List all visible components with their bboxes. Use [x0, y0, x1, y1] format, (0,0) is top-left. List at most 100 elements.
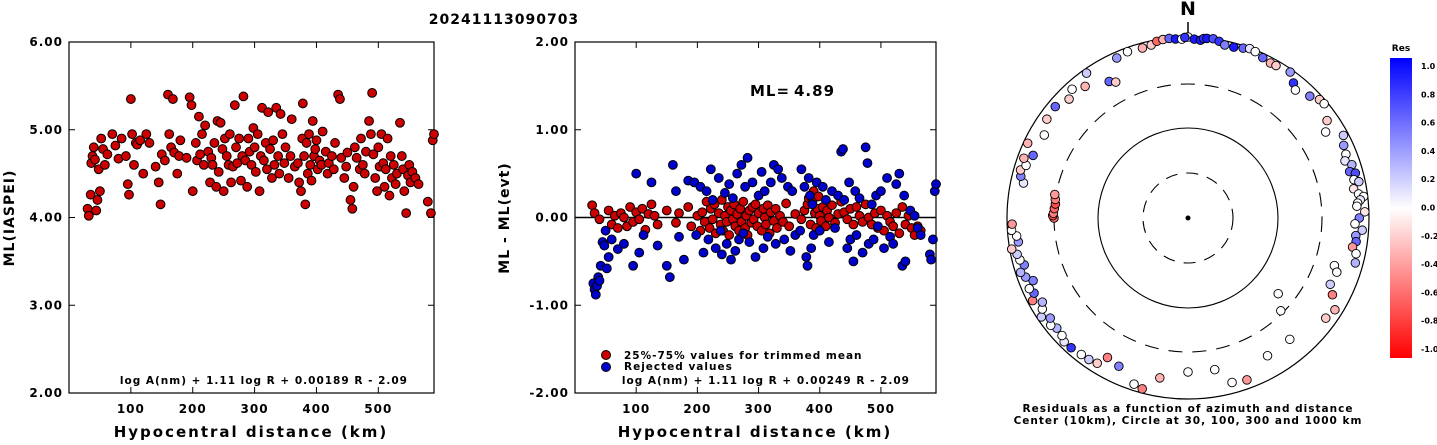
colorbar-tick-label: -0.2 — [1421, 232, 1437, 241]
azimuth-residual-plot: N Residuals as a function of azimuth and… — [1006, 0, 1370, 427]
data-point — [215, 117, 226, 128]
ml-chart-ylabel: ML(IASPEI) — [2, 170, 18, 267]
data-point — [756, 166, 767, 177]
station-marker — [1024, 283, 1035, 294]
data-point — [121, 151, 131, 161]
data-point — [796, 214, 807, 225]
data-point — [269, 159, 280, 170]
data-point — [698, 247, 709, 258]
data-point — [426, 208, 436, 219]
data-point — [181, 152, 192, 163]
data-point — [159, 155, 170, 166]
data-point — [820, 195, 831, 205]
station-marker — [1042, 114, 1052, 124]
data-point — [138, 168, 149, 179]
station-marker — [1276, 306, 1286, 316]
data-point — [606, 234, 617, 245]
y-tick-label: 6.00 — [29, 35, 63, 49]
station-marker — [1050, 189, 1060, 200]
data-point — [91, 205, 102, 216]
data-point — [721, 238, 732, 249]
residual-chart-ylabel: ML - ML(evt) — [497, 162, 513, 273]
data-point — [830, 223, 840, 233]
data-point — [246, 159, 257, 170]
data-point — [155, 199, 166, 210]
data-point — [631, 168, 642, 179]
data-point — [224, 129, 235, 140]
station-marker — [1045, 313, 1055, 323]
data-point — [838, 144, 848, 154]
data-point — [249, 142, 260, 153]
data-point — [824, 212, 834, 223]
data-point — [770, 203, 781, 214]
y-tick-label: 5.00 — [29, 123, 63, 137]
station-marker — [1180, 32, 1190, 43]
data-point — [254, 186, 265, 197]
data-point — [107, 129, 118, 140]
data-point — [697, 207, 708, 218]
data-point — [891, 208, 902, 219]
y-tick-label: 2.00 — [29, 386, 63, 400]
station-marker — [1305, 91, 1315, 101]
data-point — [330, 138, 340, 148]
station-marker — [1137, 43, 1148, 53]
data-point — [744, 237, 755, 247]
data-point — [724, 230, 735, 240]
data-point — [842, 214, 853, 225]
data-point — [674, 231, 684, 242]
data-point — [713, 173, 724, 183]
data-point — [187, 186, 198, 197]
data-point — [594, 275, 605, 286]
data-point — [384, 190, 395, 201]
ml-chart-formula: log A(nm) + 1.11 log R + 0.00189 R - 2.0… — [120, 375, 408, 387]
data-point — [200, 120, 211, 131]
station-marker — [1137, 384, 1147, 394]
x-tick-label: 100 — [622, 402, 650, 416]
colorbar-tick-label: -0.8 — [1421, 317, 1437, 326]
data-point — [882, 173, 892, 183]
data-point — [172, 168, 183, 179]
ml-chart-xlabel: Hypocentral distance (km) — [114, 423, 389, 441]
ml-distance-chart: 100 200 300 400 500 2.00 3.00 4.00 5.00 6.00 Hypo… — [2, 35, 439, 441]
residual-chart-formula: log A(nm) + 1.11 log R + 0.00249 R - 2.0… — [622, 375, 910, 387]
data-point — [844, 177, 855, 188]
colorbar-tick-label: 0.0 — [1421, 204, 1436, 213]
station-marker — [1242, 375, 1252, 385]
x-tick-label: 300 — [241, 402, 269, 416]
station-marker — [1006, 244, 1017, 254]
y-tick-label: -2.00 — [529, 386, 569, 400]
polar-caption-line2: Center (10km), Circle at 30, 100, 300 an… — [1014, 415, 1363, 427]
data-point — [238, 91, 249, 102]
data-point — [637, 203, 648, 214]
colorbar-tick-label: 0.8 — [1421, 90, 1436, 99]
data-point — [790, 209, 801, 219]
data-point — [638, 230, 649, 240]
data-point — [860, 142, 871, 153]
data-point — [742, 152, 753, 163]
station-marker — [1007, 219, 1017, 229]
ml-label: ML= — [750, 82, 790, 100]
data-point — [279, 158, 290, 168]
data-point — [83, 210, 94, 221]
data-point — [649, 210, 660, 221]
data-point — [854, 193, 865, 204]
data-point — [262, 164, 272, 175]
data-point — [634, 214, 645, 225]
data-point — [90, 154, 100, 165]
data-point — [388, 159, 399, 170]
data-point — [851, 230, 862, 240]
data-point — [928, 234, 938, 245]
data-point — [190, 138, 201, 148]
data-point — [866, 199, 877, 210]
station-marker — [1250, 46, 1260, 57]
data-point — [817, 181, 828, 192]
data-point — [304, 129, 314, 140]
station-marker — [1183, 367, 1193, 377]
data-point — [661, 260, 672, 271]
station-marker — [1102, 352, 1113, 363]
data-point — [652, 240, 663, 251]
station-marker — [1110, 77, 1121, 87]
data-point — [110, 140, 121, 151]
data-point — [619, 238, 629, 249]
station-marker — [1271, 60, 1281, 71]
